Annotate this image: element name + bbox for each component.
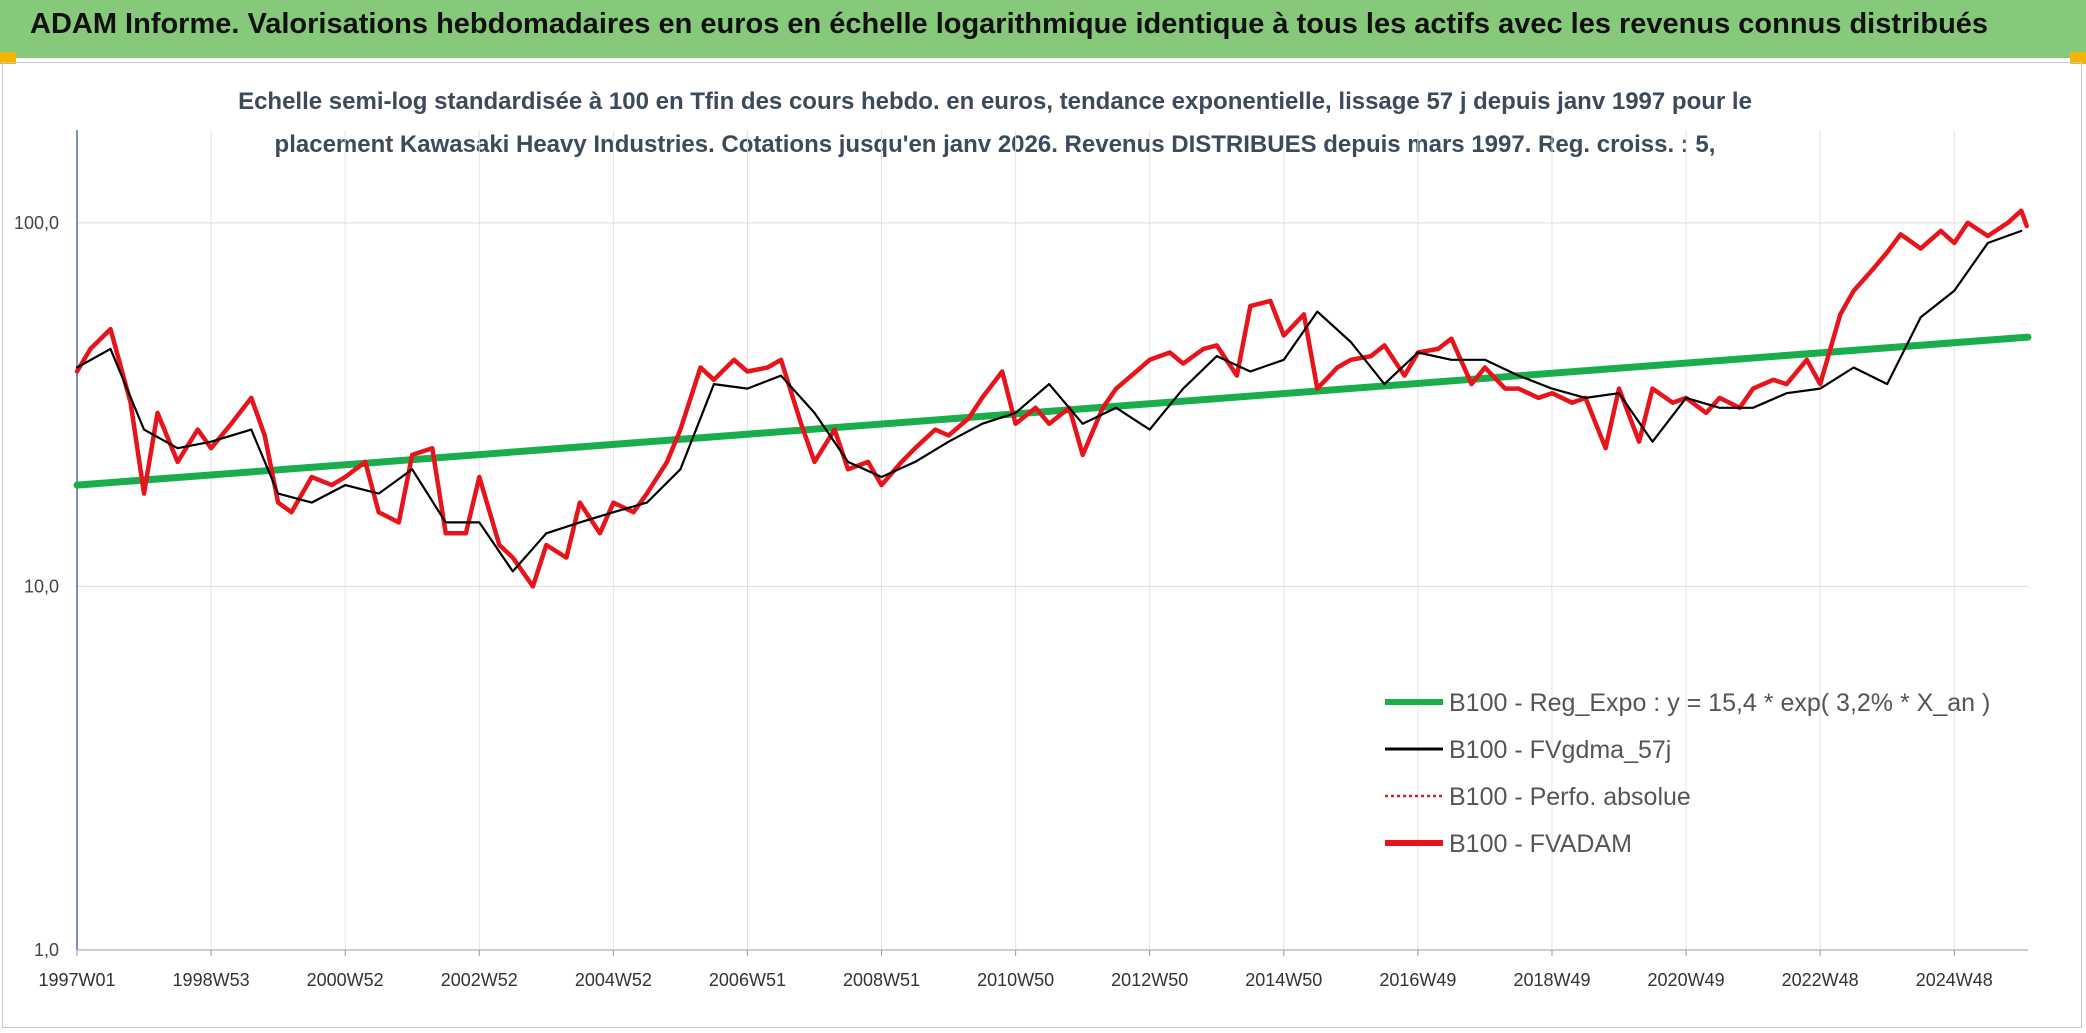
x-tick-label: 1998W53	[173, 970, 250, 990]
corner-marker-left	[0, 52, 16, 64]
x-tick-label: 2012W50	[1111, 970, 1188, 990]
x-tick-label: 2016W49	[1379, 970, 1456, 990]
x-tick-label: 2002W52	[441, 970, 518, 990]
chart-title-line-2: placement Kawasaki Heavy Industries. Cot…	[274, 131, 1716, 158]
x-tick-label: 2000W52	[307, 970, 384, 990]
x-tick-label: 2006W51	[709, 970, 786, 990]
y-tick-label: 10,0	[24, 576, 59, 596]
x-tick-label: 2022W48	[1782, 970, 1859, 990]
y-tick-label: 1,0	[34, 940, 59, 960]
chart-title-line-1: Echelle semi-log standardisée à 100 en T…	[238, 88, 1752, 115]
y-tick-label: 100,0	[14, 213, 59, 233]
x-tick-label: 2014W50	[1245, 970, 1322, 990]
legend-label-3: B100 - FVADAM	[1449, 830, 1632, 858]
legend-label-2: B100 - Perfo. absolue	[1449, 783, 1691, 811]
header-bar: ADAM Informe. Valorisations hebdomadaire…	[0, 0, 2086, 58]
series-line-1	[75, 229, 2023, 573]
x-tick-label: 2008W51	[843, 970, 920, 990]
chart-frame	[2, 62, 2082, 1028]
page-title: ADAM Informe. Valorisations hebdomadaire…	[30, 8, 1989, 40]
series-line-3	[74, 208, 2029, 589]
x-tick-label: 2010W50	[977, 970, 1054, 990]
legend-label-1: B100 - FVgdma_57j	[1449, 736, 1671, 764]
legend-label-0: B100 - Reg_Expo : y = 15,4 * exp( 3,2% *…	[1449, 689, 1990, 717]
x-tick-label: 1997W01	[38, 970, 115, 990]
corner-marker-right	[2070, 52, 2086, 64]
x-tick-label: 2018W49	[1513, 970, 1590, 990]
series-line-0	[73, 333, 2032, 489]
x-tick-label: 2024W48	[1916, 970, 1993, 990]
x-tick-label: 2004W52	[575, 970, 652, 990]
x-tick-label: 2020W49	[1648, 970, 1725, 990]
